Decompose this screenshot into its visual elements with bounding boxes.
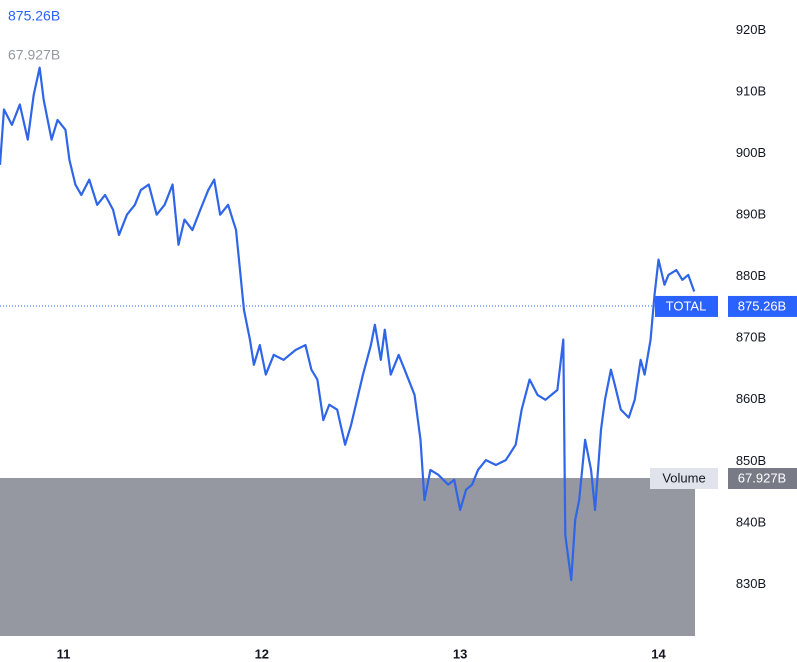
y-tick-label: 850B xyxy=(736,453,766,468)
y-tick-label: 860B xyxy=(736,391,766,406)
y-tick-label: 920B xyxy=(736,22,766,37)
legend-volume: 67.927B xyxy=(8,47,60,63)
y-tick-label: 880B xyxy=(736,268,766,283)
y-tick-label: 890B xyxy=(736,207,766,222)
volume-name: Volume xyxy=(662,470,705,485)
x-tick-label: 14 xyxy=(651,646,666,661)
series-name-badge xyxy=(655,295,718,317)
volume-bar xyxy=(0,478,695,636)
legend-value: 875.26B xyxy=(8,8,60,24)
y-tick-label: 900B xyxy=(736,145,766,160)
price-line xyxy=(0,66,696,582)
volume-name-badge xyxy=(650,468,718,489)
x-tick-label: 11 xyxy=(57,646,71,661)
y-tick-label: 830B xyxy=(736,576,766,591)
y-tick-label: 870B xyxy=(736,330,766,345)
y-tick-label: 910B xyxy=(736,84,766,99)
series-name: TOTAL xyxy=(666,298,707,313)
volume-value-label: 67.927B xyxy=(738,470,786,485)
x-tick-label: 13 xyxy=(453,646,467,661)
x-tick-label: 12 xyxy=(255,646,269,661)
y-tick-label: 840B xyxy=(736,514,766,529)
last-value-badge xyxy=(728,295,797,317)
volume-value-badge xyxy=(728,468,797,489)
last-value-label: 875.26B xyxy=(738,298,786,313)
